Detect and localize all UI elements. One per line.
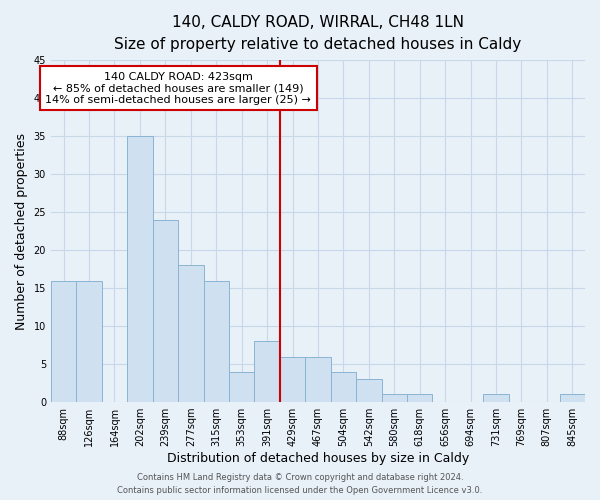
Title: 140, CALDY ROAD, WIRRAL, CH48 1LN
Size of property relative to detached houses i: 140, CALDY ROAD, WIRRAL, CH48 1LN Size o… xyxy=(115,15,521,52)
Bar xyxy=(407,394,433,402)
Bar xyxy=(152,220,178,402)
Bar xyxy=(382,394,407,402)
Bar xyxy=(280,356,305,402)
X-axis label: Distribution of detached houses by size in Caldy: Distribution of detached houses by size … xyxy=(167,452,469,465)
Bar xyxy=(51,280,76,402)
Text: Contains HM Land Registry data © Crown copyright and database right 2024.
Contai: Contains HM Land Registry data © Crown c… xyxy=(118,474,482,495)
Text: 140 CALDY ROAD: 423sqm
← 85% of detached houses are smaller (149)
14% of semi-de: 140 CALDY ROAD: 423sqm ← 85% of detached… xyxy=(45,72,311,105)
Bar xyxy=(356,380,382,402)
Bar xyxy=(203,280,229,402)
Bar xyxy=(305,356,331,402)
Bar xyxy=(229,372,254,402)
Bar xyxy=(127,136,152,402)
Bar xyxy=(76,280,102,402)
Bar xyxy=(560,394,585,402)
Y-axis label: Number of detached properties: Number of detached properties xyxy=(15,132,28,330)
Bar xyxy=(178,266,203,402)
Bar xyxy=(483,394,509,402)
Bar xyxy=(254,342,280,402)
Bar xyxy=(331,372,356,402)
